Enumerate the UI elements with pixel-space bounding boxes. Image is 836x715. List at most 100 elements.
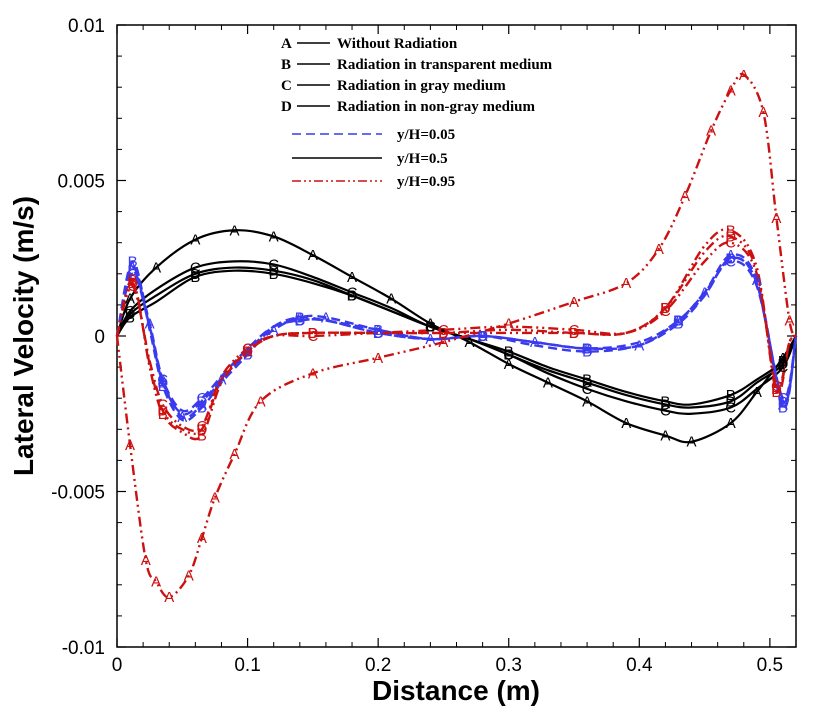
series-marker-a-y-h-0-05: A xyxy=(373,322,383,339)
series-marker-d-y-h-0-05: D xyxy=(673,312,684,329)
series-marker-d-y-h-0-05: D xyxy=(725,250,736,267)
series-marker-d-y-h-0-95: D xyxy=(307,325,318,342)
y-tick-label: 0 xyxy=(94,327,105,348)
series-marker-a-y-h-0-05: A xyxy=(673,312,683,329)
legend-case-c-letter: C xyxy=(281,78,292,94)
legend-case-b: B Radiation in transparent medium xyxy=(281,57,553,73)
legend: A Without Radiation B Radiation in trans… xyxy=(281,36,553,190)
series-marker-a-y-h-0-95: A xyxy=(141,552,151,569)
series-marker-b-y-h-0-5: B xyxy=(778,353,788,370)
series-marker-a-y-h-0-5: A xyxy=(752,384,762,401)
series-marker-c-y-h-0-95: C xyxy=(157,396,168,413)
series-marker-b-y-h-0-95: B xyxy=(243,344,253,361)
y-tick-label: 0.01 xyxy=(68,16,105,37)
series-marker-a-y-h-0-5: A xyxy=(504,356,514,373)
series-marker-a-y-h-0-5: A xyxy=(582,393,592,410)
series-marker-a-y-h-0-05: A xyxy=(478,328,488,345)
series-marker-a-y-h-0-95: A xyxy=(164,589,174,606)
legend-case-a-label: Without Radiation xyxy=(337,36,458,52)
series-marker-b-y-h-0-95: B xyxy=(771,384,781,401)
series-marker-b-y-h-0-5: B xyxy=(582,372,592,389)
series-marker-a-y-h-0-05: A xyxy=(145,316,155,333)
series-marker-c-y-h-0-5: C xyxy=(268,256,279,273)
series-marker-a-y-h-0-5: A xyxy=(778,350,788,367)
series-marker-c-y-h-0-5: C xyxy=(425,319,436,336)
series-marker-c-y-h-0-05: C xyxy=(673,312,684,329)
series-marker-a-y-h-0-95: A xyxy=(256,393,266,410)
series-marker-d-y-h-0-05: D xyxy=(196,393,207,410)
series-marker-a-y-h-0-5: A xyxy=(543,375,553,392)
series-marker-a-y-h-0-05: A xyxy=(158,372,168,389)
series-marker-a-y-h-0-5: A xyxy=(125,291,135,308)
series-marker-a-y-h-0-05: A xyxy=(243,344,253,361)
series-marker-d-y-h-0-5: D xyxy=(582,375,593,392)
series-marker-c-y-h-0-05: C xyxy=(725,253,736,270)
series-marker-a-y-h-0-95: A xyxy=(438,334,448,351)
x-tick-label: 0.5 xyxy=(757,655,783,676)
series-marker-a-y-h-0-95: A xyxy=(758,104,768,121)
x-tick-label: 0.2 xyxy=(365,655,391,676)
series-marker-c-y-h-0-5: C xyxy=(190,260,201,277)
series-line-d-y-h-0-95 xyxy=(115,234,797,435)
series-marker-d-y-h-0-95: D xyxy=(569,325,580,342)
legend-case-b-label: Radiation in transparent medium xyxy=(337,57,553,73)
series-marker-d-y-h-0-5: D xyxy=(125,306,136,323)
series-marker-b-y-h-0-5: B xyxy=(660,393,670,410)
series-marker-a-y-h-0-05: A xyxy=(321,309,331,326)
legend-case-d: D Radiation in non-gray medium xyxy=(281,99,535,115)
series-marker-d-y-h-0-5: D xyxy=(425,319,436,336)
series-marker-b-y-h-0-5: B xyxy=(125,309,135,326)
series-marker-b-y-h-0-95: B xyxy=(726,222,736,239)
series-marker-b-y-h-0-05: B xyxy=(478,328,488,345)
series-marker-b-y-h-0-95: B xyxy=(308,325,318,342)
series-marker-c-y-h-0-95: C xyxy=(771,378,782,395)
series-marker-a-y-h-0-5: A xyxy=(621,415,631,432)
y-axis-title: Lateral Velocity (m/s) xyxy=(8,196,39,476)
series-marker-b-y-h-0-05: B xyxy=(673,316,683,333)
series-marker-b-y-h-0-95: B xyxy=(660,300,670,317)
series-line-c-y-h-0-95 xyxy=(115,241,797,432)
series-marker-d-y-h-0-05: D xyxy=(477,328,488,345)
series-marker-d-y-h-0-05: D xyxy=(157,375,168,392)
series-marker-d-y-h-0-95: D xyxy=(157,403,168,420)
series-marker-b-y-h-0-95: B xyxy=(569,325,579,342)
series-marker-b-y-h-0-05: B xyxy=(726,250,736,267)
series-marker-b-y-h-0-05: B xyxy=(128,253,138,270)
series-marker-a-y-h-0-95: A xyxy=(784,312,794,329)
series-marker-c-y-h-0-95: C xyxy=(127,278,138,295)
series-marker-a-y-h-0-05: A xyxy=(128,260,138,277)
series-marker-d-y-h-0-95: D xyxy=(771,381,782,398)
legend-case-a: A Without Radiation xyxy=(281,36,458,52)
series-marker-c-y-h-0-05: C xyxy=(778,390,789,407)
series-marker-c-y-h-0-5: C xyxy=(582,381,593,398)
legend-style-yh05-label: y/H=0.5 xyxy=(397,151,448,167)
series-marker-d-y-h-0-05: D xyxy=(127,263,138,280)
series-marker-a-y-h-0-5: A xyxy=(347,269,357,286)
series-marker-c-y-h-0-95: C xyxy=(660,303,671,320)
series-marker-a-y-h-0-05: A xyxy=(197,396,207,413)
x-tick-label: 0 xyxy=(112,655,123,676)
series-marker-b-y-h-0-5: B xyxy=(726,387,736,404)
series-marker-c-y-h-0-05: C xyxy=(127,266,138,283)
series-marker-a-y-h-0-95: A xyxy=(230,446,240,463)
series-marker-a-y-h-0-95: A xyxy=(771,210,781,227)
series-marker-b-y-h-0-05: B xyxy=(243,347,253,364)
series-marker-b-y-h-0-5: B xyxy=(425,319,435,336)
series-marker-d-y-h-0-95: D xyxy=(127,275,138,292)
series-marker-b-y-h-0-05: B xyxy=(582,344,592,361)
series-marker-c-y-h-0-5: C xyxy=(725,400,736,417)
legend-case-d-label: Radiation in non-gray medium xyxy=(337,99,535,115)
x-tick-label: 0.1 xyxy=(234,655,260,676)
series-marker-d-y-h-0-95: D xyxy=(242,344,253,361)
series-marker-d-y-h-0-05: D xyxy=(373,325,384,342)
series-marker-d-y-h-0-5: D xyxy=(190,266,201,283)
series-marker-a-y-h-0-5: A xyxy=(230,222,240,239)
series-marker-c-y-h-0-95: C xyxy=(196,418,207,435)
series-marker-a-y-h-0-05: A xyxy=(634,337,644,354)
series-marker-a-y-h-0-95: A xyxy=(373,350,383,367)
series-marker-a-y-h-0-95: A xyxy=(726,82,736,99)
series-marker-c-y-h-0-05: C xyxy=(582,340,593,357)
series-marker-a-y-h-0-95: A xyxy=(706,123,716,140)
series-marker-c-y-h-0-05: C xyxy=(196,390,207,407)
series-marker-c-y-h-0-5: C xyxy=(125,303,136,320)
